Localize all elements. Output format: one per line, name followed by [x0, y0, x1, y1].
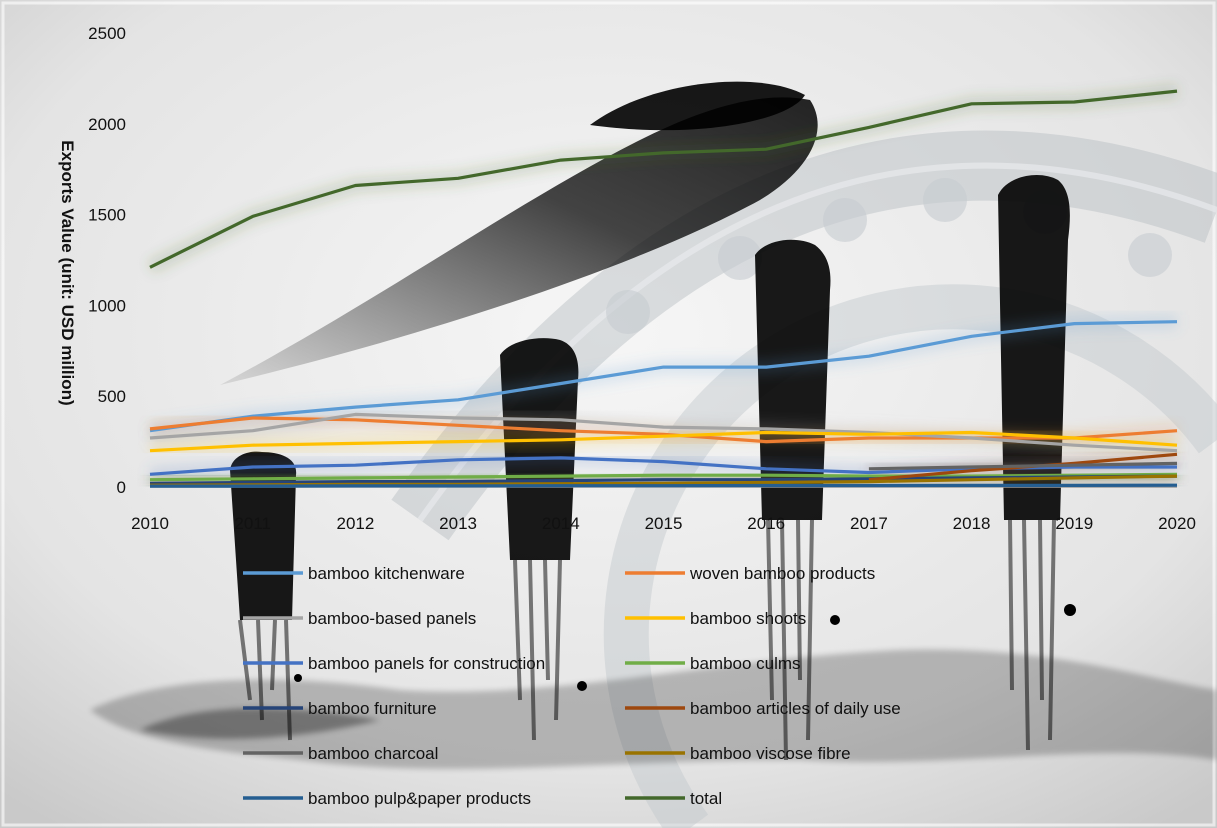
series-lines — [149, 89, 1178, 488]
series-line-total — [149, 89, 1178, 269]
x-tick-label: 2017 — [850, 514, 888, 533]
x-tick-label: 2019 — [1055, 514, 1093, 533]
legend-label: woven bamboo products — [689, 564, 875, 583]
x-tick-label: 2015 — [645, 514, 683, 533]
legend-label: total — [690, 789, 722, 808]
legend-label: bamboo-based panels — [308, 609, 476, 628]
legend-item-bamboo-kitchenware: bamboo kitchenware — [243, 564, 465, 583]
legend-item-bamboo-furniture: bamboo furniture — [243, 699, 437, 718]
x-tick-label: 2020 — [1158, 514, 1196, 533]
x-tick-label: 2013 — [439, 514, 477, 533]
series-line-bamboo-kitchenware — [149, 320, 1178, 433]
legend-label: bamboo pulp&paper products — [308, 789, 531, 808]
x-tick-label: 2011 — [234, 514, 271, 533]
series-line-bamboo-culms — [149, 472, 1178, 482]
y-axis-title: Exports Value (unit: USD million) — [58, 140, 77, 405]
x-tick-label: 2010 — [131, 514, 169, 533]
x-tick-label: 2012 — [336, 514, 374, 533]
series-line-bamboo-pulp-and-paper-products — [150, 483, 1178, 488]
y-tick-label: 0 — [117, 478, 126, 497]
y-tick-label: 1000 — [88, 296, 126, 315]
x-tick-label: 2018 — [953, 514, 991, 533]
y-tick-label: 1500 — [88, 206, 126, 225]
legend-item-total: total — [625, 789, 722, 808]
legend-item-bamboo-charcoal: bamboo charcoal — [243, 744, 438, 763]
legend-label: bamboo furniture — [308, 699, 437, 718]
legend: bamboo kitchenware woven bamboo products b… — [243, 564, 901, 808]
legend-item-bamboo-culms: bamboo culms — [625, 654, 801, 673]
legend-item-woven-bamboo-products: woven bamboo products — [625, 564, 875, 583]
y-tick-label: 2500 — [88, 24, 126, 43]
legend-item-bamboo-pulp-and-paper-products: bamboo pulp&paper products — [243, 789, 531, 808]
legend-item-bamboo-shoots: bamboo shoots — [625, 609, 806, 628]
legend-item-bamboo-panels-for-construction: bamboo panels for construction — [243, 654, 545, 673]
x-tick-label: 2016 — [747, 514, 785, 533]
legend-label: bamboo charcoal — [308, 744, 438, 763]
series-line-bamboo-charcoal — [868, 461, 1178, 471]
legend-item-bamboo-based-panels: bamboo-based panels — [243, 609, 476, 628]
legend-label: bamboo shoots — [690, 609, 806, 628]
series-line-bamboo-based-panels — [149, 412, 1178, 453]
y-tick-label: 500 — [98, 387, 126, 406]
legend-item-bamboo-viscose-fibre: bamboo viscose fibre — [625, 744, 851, 763]
legend-item-bamboo-articles-of-daily-use: bamboo articles of daily use — [625, 699, 901, 718]
legend-label: bamboo panels for construction — [308, 654, 545, 673]
legend-label: bamboo viscose fibre — [690, 744, 851, 763]
legend-label: bamboo kitchenware — [308, 564, 465, 583]
x-tick-label: 2014 — [542, 514, 580, 533]
series-line-bamboo-shoots — [149, 430, 1178, 453]
y-tick-label: 2000 — [88, 115, 126, 134]
y-axis: 0 500 1000 1500 2000 2500 — [88, 24, 126, 497]
legend-label: bamboo articles of daily use — [690, 699, 901, 718]
legend-label: bamboo culms — [690, 654, 801, 673]
